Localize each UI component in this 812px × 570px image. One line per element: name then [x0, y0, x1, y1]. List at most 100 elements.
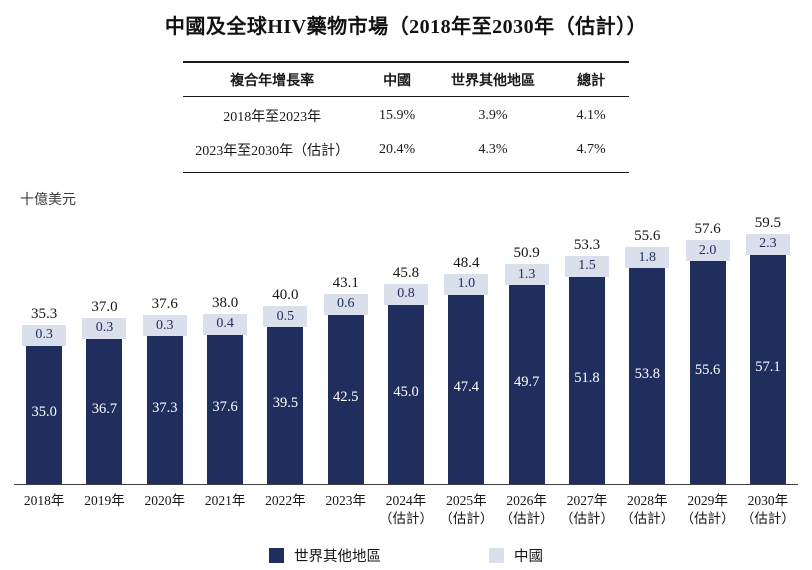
bar-total-label: 45.8 — [392, 264, 420, 281]
bar-group: 40.0 0.5 39.5 — [255, 288, 315, 484]
table-row: 2018年至2023年 15.9% 3.9% 4.1% — [183, 97, 629, 132]
total-cagr-cell: 4.7% — [576, 142, 606, 157]
bar-china-segment: 0.3 — [142, 315, 187, 337]
header-china: 中國 — [361, 61, 433, 97]
legend: 世界其他地區 中國 — [0, 545, 812, 566]
row-cagr-cell: 4.3% — [478, 142, 508, 157]
bar-rest-of-world-value: 55.6 — [694, 361, 721, 378]
x-axis-label: 2030年 （估計） — [740, 493, 795, 527]
bar-group: 43.1 0.6 42.5 — [316, 274, 376, 484]
bar-china-segment: 0.3 — [82, 317, 127, 339]
bar-china-segment: 1.0 — [444, 273, 489, 295]
bar-rest-of-world-value: 35.0 — [31, 404, 57, 420]
bar-rest-of-world-segment: 57.1 — [749, 249, 786, 484]
bar-total-label: 37.6 — [151, 296, 178, 313]
x-axis-label: 2020年 — [144, 493, 186, 508]
period-cell: 2018年至2023年 — [223, 110, 322, 125]
x-axis-label: 2019年 — [84, 493, 125, 508]
cagr-table-header: 複合年增長率 中國 世界其他地區 總計 — [183, 61, 629, 97]
bar-china-segment: 2.0 — [685, 240, 730, 262]
bar-rest-of-world-segment: 51.8 — [568, 271, 605, 484]
bars: 35.3 0.3 35.0 37.0 0.3 36.7 37.6 0.3 37.3 38.0 0.4… — [14, 209, 798, 485]
bar-group: 57.6 2.0 55.6 — [677, 222, 737, 484]
bar-group: 45.8 0.8 45.0 — [376, 264, 436, 484]
x-axis-label: 2023年 — [325, 493, 366, 508]
bar-total-label: 57.6 — [694, 221, 721, 238]
bar-total-label: 59.5 — [754, 214, 782, 231]
cagr-table: 複合年增長率 中國 世界其他地區 總計 2018年至2023年 15.9% 3.… — [183, 61, 629, 173]
x-axis-label: 2022年 — [265, 493, 306, 508]
bar-rest-of-world-segment: 53.8 — [629, 263, 666, 484]
bar-group: 53.3 1.5 51.8 — [557, 236, 617, 484]
bar-rest-of-world-segment: 42.5 — [327, 309, 364, 484]
bar-rest-of-world-segment: 35.0 — [26, 340, 63, 484]
legend-item: 世界其他地區 — [269, 545, 381, 566]
bar-rest-of-world-segment: 49.7 — [508, 280, 545, 484]
bar-rest-of-world-segment: 37.6 — [207, 329, 244, 484]
bar-group: 35.3 0.3 35.0 — [14, 305, 74, 484]
bar-group: 50.9 1.3 49.7 — [497, 246, 557, 484]
bar-china-segment: 0.3 — [22, 324, 67, 346]
bar-china-segment: 1.5 — [564, 255, 609, 277]
bar-china-segment: 1.8 — [625, 247, 670, 269]
bar-total-label: 40.0 — [272, 287, 299, 304]
header-total: 總計 — [553, 61, 629, 97]
bar-rest-of-world-segment: 39.5 — [267, 322, 304, 484]
bar-total-label: 48.4 — [453, 254, 480, 271]
stacked-bar-chart: 35.3 0.3 35.0 37.0 0.3 36.7 37.6 0.3 37.3 38.0 0.4… — [12, 209, 800, 528]
bar-rest-of-world-segment: 45.0 — [388, 299, 425, 484]
bar-rest-of-world-segment: 36.7 — [86, 333, 123, 484]
bar-rest-of-world-value: 39.5 — [272, 394, 299, 411]
legend-swatch-icon — [489, 548, 504, 564]
bar-rest-of-world-value: 45.0 — [393, 383, 419, 400]
bar-rest-of-world-value: 49.7 — [513, 373, 540, 390]
legend-label: 中國 — [514, 549, 543, 566]
legend-item: 中國 — [489, 545, 543, 566]
period-cell: 2023年至2030年（估計） — [195, 144, 350, 159]
bar-rest-of-world-value: 51.8 — [574, 369, 600, 386]
bar-total-label: 50.9 — [513, 245, 540, 262]
bar-china-segment: 2.3 — [745, 233, 790, 255]
bar-rest-of-world-value: 37.3 — [152, 399, 178, 416]
bar-china-segment: 1.3 — [504, 264, 549, 286]
cagr-table-body: 2018年至2023年 15.9% 3.9% 4.1% 2023年至2030年（… — [183, 97, 629, 173]
bar-group: 37.6 0.3 37.3 — [135, 297, 195, 484]
bar-rest-of-world-value: 36.7 — [91, 400, 118, 417]
bar-china-segment: 0.6 — [323, 293, 368, 315]
x-axis-labels: 2018年 2019年 2020年 2021年 2022年 2023年 2024年 （估計） 2… — [14, 492, 798, 528]
bar-group: 59.5 2.3 57.1 — [738, 214, 798, 484]
x-axis-label: 2024年 （估計） — [379, 493, 434, 527]
china-cagr-cell: 15.9% — [378, 108, 416, 123]
chart-title: 中國及全球HIV藥物市場（2018年至2030年（估計）） — [164, 16, 648, 38]
bar-rest-of-world-segment: 47.4 — [448, 289, 485, 484]
bar-china-segment: 0.8 — [384, 283, 429, 305]
legend-swatch-icon — [269, 548, 284, 564]
bar-group: 55.6 1.8 53.8 — [617, 229, 677, 484]
row-cagr-cell: 3.9% — [478, 108, 508, 123]
bar-rest-of-world-segment: 55.6 — [689, 256, 726, 484]
x-axis-label: 2026年 （估計） — [499, 493, 554, 527]
bar-group: 37.0 0.3 36.7 — [74, 298, 134, 484]
bar-total-label: 37.0 — [91, 298, 118, 315]
bar-china-segment: 0.4 — [203, 313, 248, 335]
table-row: 2023年至2030年（估計） 20.4% 4.3% 4.7% — [183, 131, 629, 173]
bar-total-label: 43.1 — [332, 274, 359, 291]
bar-rest-of-world-value: 47.4 — [453, 378, 480, 395]
x-axis-label: 2018年 — [23, 493, 65, 508]
bar-total-label: 35.3 — [31, 305, 58, 322]
y-axis-unit-label: 十億美元 — [20, 193, 76, 208]
bar-china-segment: 0.5 — [263, 306, 308, 328]
bar-rest-of-world-value: 57.1 — [755, 358, 781, 375]
bar-group: 38.0 0.4 37.6 — [195, 295, 255, 484]
bar-group: 48.4 1.0 47.4 — [436, 254, 496, 484]
bar-rest-of-world-value: 42.5 — [333, 388, 359, 405]
legend-label: 世界其他地區 — [294, 549, 381, 566]
total-cagr-cell: 4.1% — [576, 108, 606, 123]
bar-total-label: 55.6 — [634, 228, 661, 245]
bar-total-label: 53.3 — [573, 236, 601, 253]
header-metric: 複合年增長率 — [183, 61, 362, 97]
x-axis-label: 2021年 — [204, 493, 246, 508]
x-axis-label: 2027年 （估計） — [559, 493, 614, 527]
table-header-row: 複合年增長率 中國 世界其他地區 總計 — [183, 61, 629, 97]
